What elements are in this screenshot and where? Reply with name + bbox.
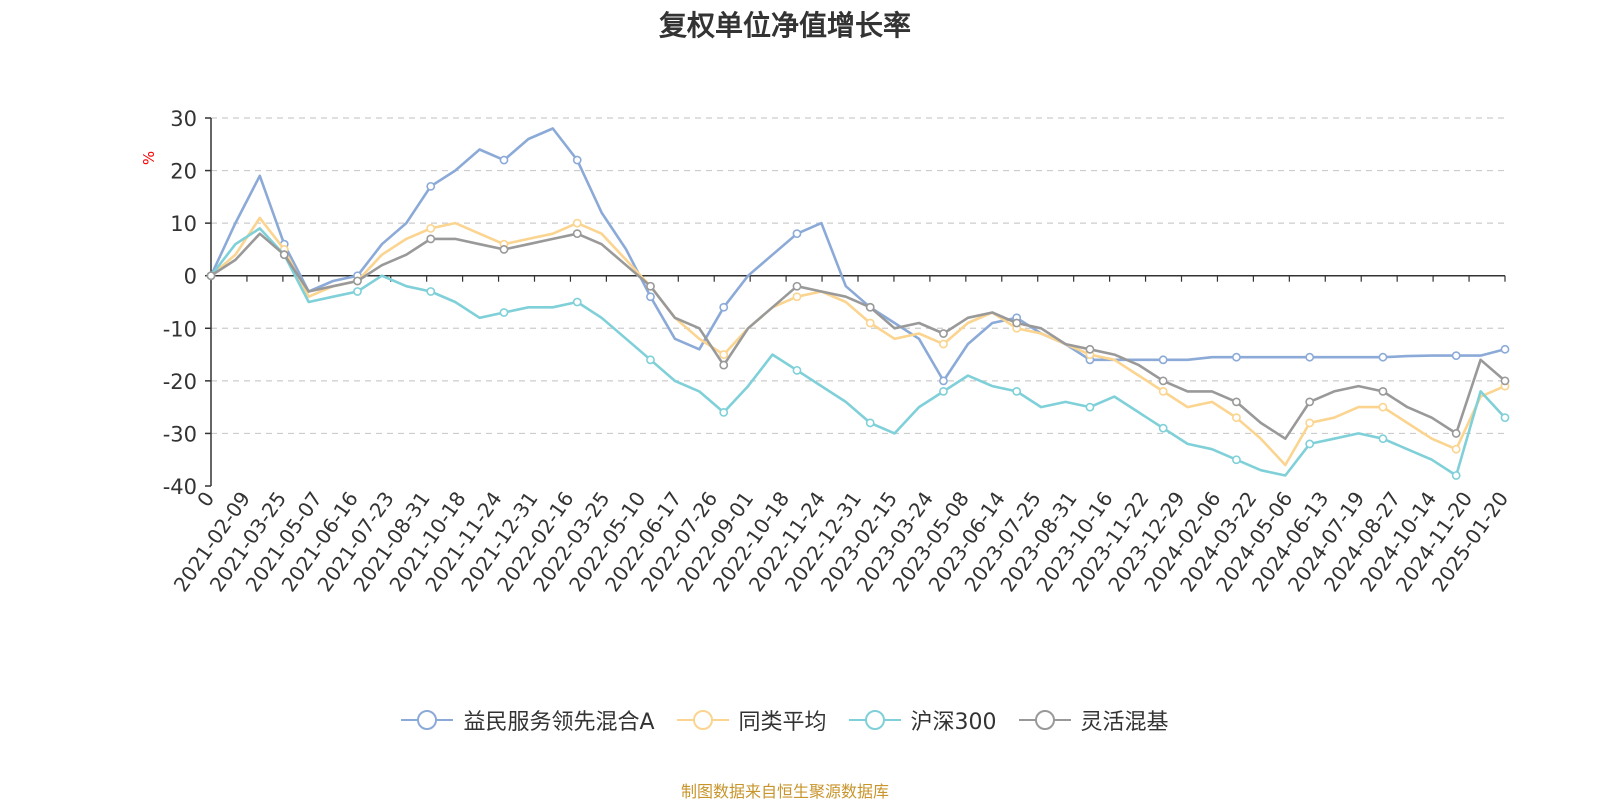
legend-swatch	[676, 710, 729, 730]
series-point	[1451, 351, 1461, 361]
series-point	[865, 318, 875, 328]
series-point	[1232, 397, 1241, 407]
series-line-0	[209, 127, 1506, 383]
series-point	[1451, 444, 1461, 454]
series-point	[499, 155, 509, 165]
series-point	[792, 292, 802, 302]
series-point	[1085, 344, 1095, 354]
series-point	[1012, 318, 1022, 328]
series-point	[572, 297, 582, 307]
source-note: 制图数据来自恒生聚源数据库	[680, 782, 889, 801]
series-point	[1500, 413, 1510, 423]
series-point	[279, 250, 289, 260]
legend-label: 同类平均	[738, 710, 827, 735]
y-tick-label: 10	[170, 212, 197, 236]
series-point	[646, 292, 655, 302]
series-line-2	[209, 227, 1506, 477]
legend: 益民服务领先混合A 同类平均 沪深300 灵活混基	[0, 704, 1570, 736]
series-point	[792, 365, 802, 375]
series-point	[206, 271, 216, 281]
series-point	[572, 229, 582, 239]
series-point	[426, 234, 436, 244]
legend-label: 沪深300	[910, 710, 997, 735]
series-point	[1451, 471, 1461, 480]
series-point	[719, 407, 729, 417]
legend-label: 益民服务领先混合A	[463, 710, 655, 735]
y-tick-label: 0	[184, 265, 197, 289]
series-point	[1378, 434, 1388, 444]
legend-swatch	[1018, 710, 1071, 730]
series-point	[1451, 429, 1461, 438]
series-point	[1158, 355, 1168, 365]
series-point	[426, 287, 436, 296]
series-point	[939, 329, 948, 338]
series-point	[1158, 423, 1168, 433]
series-point	[1500, 376, 1510, 386]
legend-item[interactable]: 益民服务领先混合A	[401, 704, 655, 736]
series-point	[572, 218, 582, 228]
series-point	[719, 302, 729, 312]
y-tick-label: -40	[163, 475, 197, 499]
series-point	[1305, 352, 1315, 362]
series-lines	[206, 127, 1510, 480]
legend-item[interactable]: 沪深300	[848, 704, 997, 736]
axes	[205, 117, 1506, 487]
series-point	[1305, 418, 1315, 428]
series-point	[1378, 352, 1388, 362]
series-point	[1085, 402, 1095, 412]
legend-marker	[864, 710, 885, 730]
x-tick-label: 0	[192, 487, 219, 511]
series-point	[353, 287, 362, 296]
series-point	[1158, 376, 1168, 386]
legend-item[interactable]: 灵活混基	[1018, 704, 1169, 736]
series-point	[646, 355, 655, 365]
series-point	[719, 350, 729, 359]
series-point	[865, 302, 875, 312]
series-point	[792, 229, 802, 239]
y-tick-label: 20	[170, 160, 197, 184]
series-point	[646, 281, 655, 291]
series-point	[1232, 413, 1241, 423]
legend-label: 灵活混基	[1080, 710, 1169, 735]
series-point	[1232, 352, 1241, 362]
series-point	[1305, 439, 1315, 449]
chart-title: 复权单位净值增长率	[658, 9, 911, 42]
legend-swatch	[848, 710, 901, 730]
series-point	[1012, 386, 1022, 396]
legend-marker	[692, 710, 713, 730]
series-point	[1158, 386, 1168, 396]
legend-item[interactable]: 同类平均	[676, 704, 827, 736]
series-point	[939, 339, 948, 349]
line-chart: 3020100-10-20-30-40%02021-02-092021-03-2…	[140, 107, 1513, 596]
tick-labels: 3020100-10-20-30-40%02021-02-092021-03-2…	[140, 107, 1513, 596]
legend-swatch	[401, 710, 454, 730]
series-point	[719, 360, 729, 370]
series-point	[426, 223, 436, 233]
series-point	[572, 155, 582, 165]
series-point	[1378, 402, 1388, 412]
series-point	[353, 276, 362, 286]
series-point	[499, 245, 509, 254]
series-point	[499, 308, 509, 317]
series-point	[1500, 344, 1510, 354]
series-point	[865, 418, 875, 428]
y-tick-label: -10	[163, 317, 197, 341]
series-point	[939, 386, 948, 396]
series-point	[792, 281, 802, 291]
series-point	[1378, 386, 1388, 396]
series-point	[426, 181, 436, 191]
series-point	[1305, 397, 1315, 407]
series-line-3	[210, 232, 1506, 441]
y-axis-label: %	[140, 151, 158, 165]
series-point	[1232, 455, 1241, 465]
y-tick-label: -20	[163, 370, 197, 394]
series-point	[939, 376, 948, 386]
y-tick-label: 30	[170, 107, 197, 131]
series-line-1	[210, 216, 1506, 467]
legend-marker	[417, 710, 438, 730]
y-tick-label: -30	[163, 422, 197, 446]
legend-marker	[1034, 710, 1055, 730]
